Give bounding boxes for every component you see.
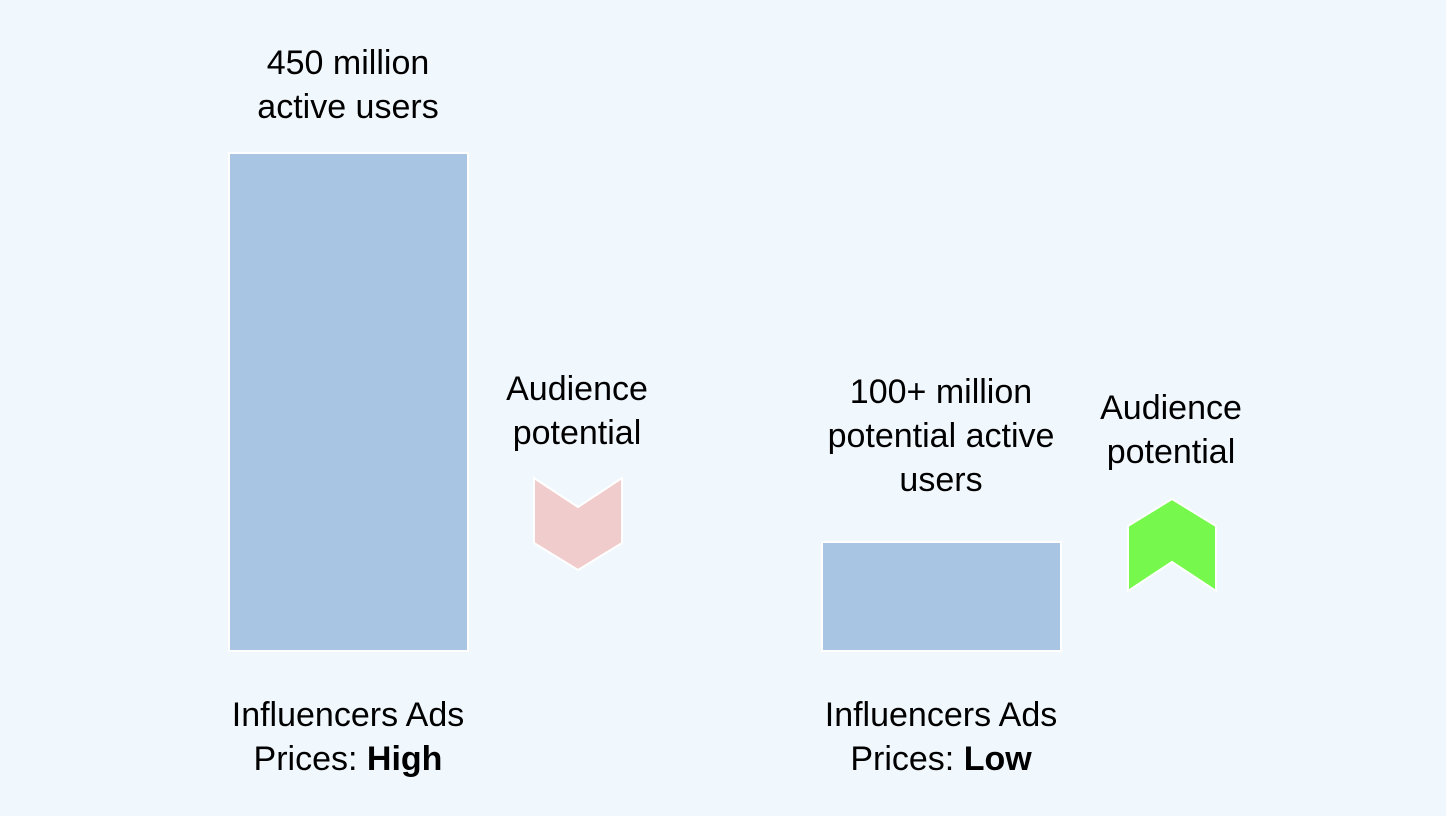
bar-value-label-line: potential active [827,417,1055,455]
bar-value-label: 100+ million potential active users [791,370,1091,502]
bar-value-label-line: users [899,461,983,499]
chevron-up-icon [1127,498,1217,592]
category-label-line: Prices: High [198,737,498,781]
category-label: Influencers Ads Prices: Low [791,693,1091,781]
bar [821,541,1062,652]
category-label-prefix: Prices: [253,740,367,778]
indicator-label: Audience potential [457,367,697,455]
bar [228,152,469,652]
bar-value-label: 450 million active users [198,41,498,129]
category-label-line: Influencers Ads [824,696,1058,734]
indicator-label: Audience potential [1051,386,1291,474]
category-label-emphasis: Low [963,740,1032,778]
chevron-down-icon [533,477,623,571]
category-label-prefix: Prices: [850,740,964,778]
category-label: Influencers Ads Prices: High [198,693,498,781]
category-label-line: Prices: Low [791,737,1091,781]
bar-value-label-line: active users [257,88,439,126]
bar-value-label-line: 450 million [266,44,430,82]
bar-value-label-line: 100+ million [849,373,1033,411]
indicator-label-line: potential [1106,433,1236,471]
category-label-line: Influencers Ads [231,696,465,734]
indicator-label-line: Audience [1100,389,1242,427]
category-label-emphasis: High [366,740,443,778]
indicator-label-line: potential [512,414,642,452]
indicator-label-line: Audience [506,370,648,408]
